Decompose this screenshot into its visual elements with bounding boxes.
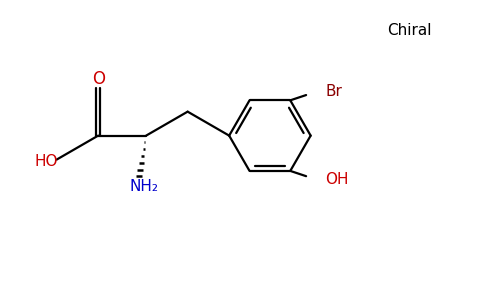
Text: OH: OH xyxy=(325,172,349,187)
Text: NH₂: NH₂ xyxy=(129,179,158,194)
Text: Br: Br xyxy=(325,84,342,99)
Text: Chiral: Chiral xyxy=(388,23,432,38)
Text: O: O xyxy=(91,70,105,88)
Text: HO: HO xyxy=(34,154,58,169)
